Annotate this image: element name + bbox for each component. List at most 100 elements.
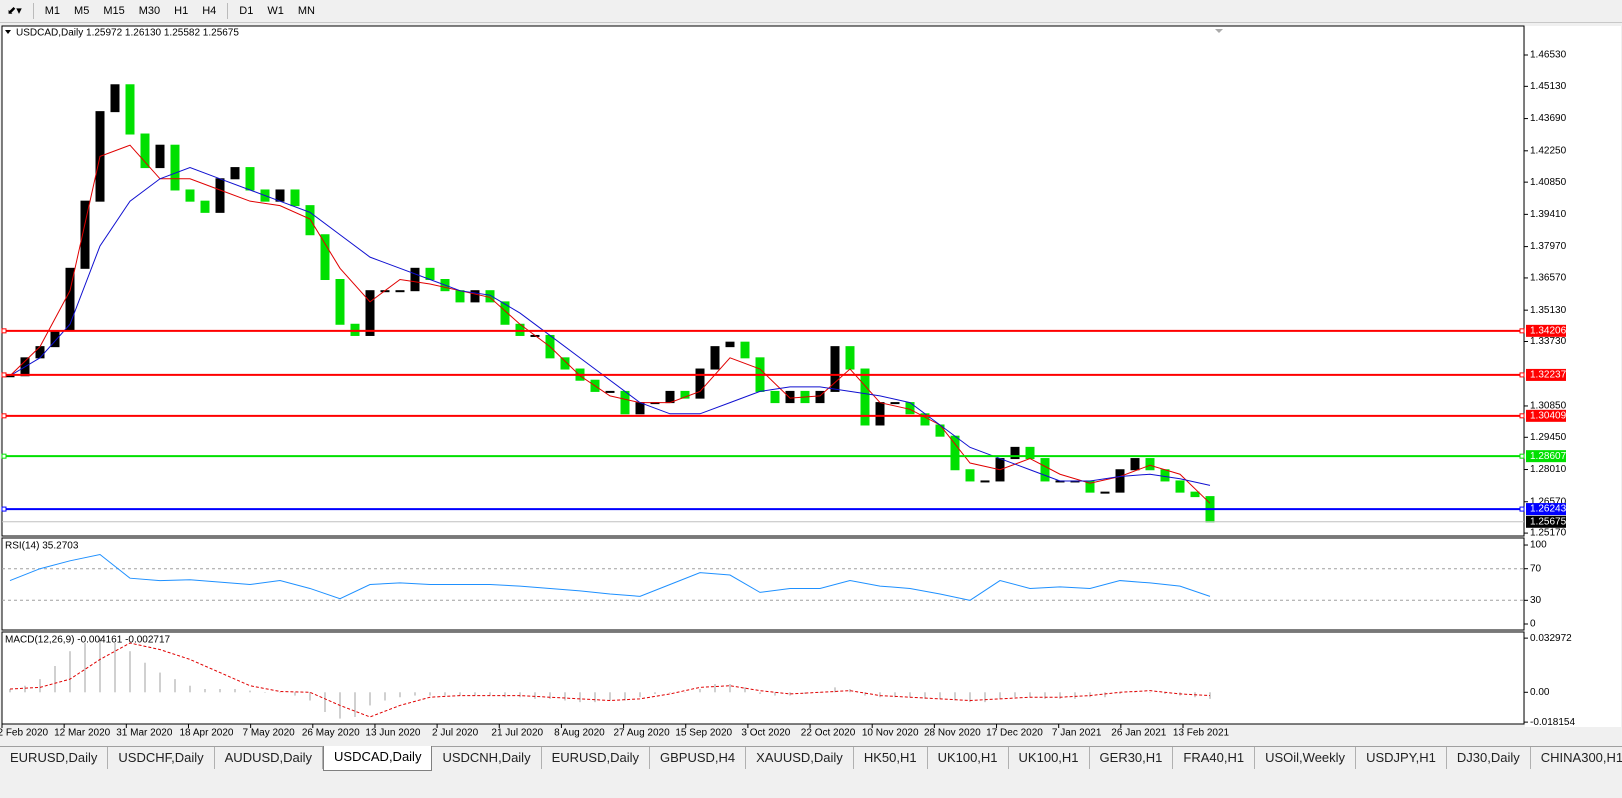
macd-bar bbox=[789, 692, 791, 696]
x-tick-label: 7 May 2020 bbox=[242, 728, 295, 739]
macd-bar bbox=[1134, 692, 1136, 693]
timeframe-button[interactable]: M30 bbox=[138, 5, 161, 17]
macd-bar bbox=[774, 692, 776, 696]
macd-bar bbox=[999, 692, 1001, 699]
level-label-box bbox=[1526, 324, 1566, 337]
macd-bar bbox=[954, 692, 956, 701]
candle-body bbox=[1130, 458, 1140, 471]
candle-body bbox=[200, 200, 210, 213]
candle-body bbox=[35, 346, 45, 359]
chart-tab[interactable]: XAUUSD,Daily bbox=[746, 747, 854, 769]
tab-bar: EURUSD,Daily USDCHF,Daily AUDUSD,Daily USDC… bbox=[0, 746, 1622, 771]
macd-bar bbox=[804, 692, 806, 694]
macd-bar bbox=[1029, 692, 1031, 698]
separator bbox=[227, 3, 229, 19]
macd-bar bbox=[594, 692, 596, 703]
x-tick-label: 22 Oct 2020 bbox=[801, 728, 856, 739]
level-handle bbox=[1, 453, 7, 459]
y-tick-label: 1.36570 bbox=[1530, 273, 1567, 284]
macd-bar bbox=[309, 692, 311, 701]
chart-tab[interactable]: FRA40,H1 bbox=[1173, 747, 1256, 769]
chart-tab[interactable]: DJ30,Daily bbox=[1447, 747, 1531, 769]
y-tick-label: 1.46530 bbox=[1530, 50, 1567, 61]
x-tick-label: 31 Mar 2020 bbox=[116, 728, 173, 739]
level-handle bbox=[1, 328, 7, 334]
y-tick-label: 30 bbox=[1530, 595, 1542, 606]
chart-tab[interactable]: HK50,H1 bbox=[854, 747, 928, 769]
macd-bar bbox=[534, 692, 536, 699]
macd-bar bbox=[189, 685, 191, 693]
candle-body bbox=[1100, 491, 1110, 494]
macd-bar bbox=[609, 692, 611, 701]
macd-bar bbox=[24, 685, 26, 693]
candle-body bbox=[1145, 458, 1155, 471]
macd-bar bbox=[1059, 692, 1061, 699]
macd-bar bbox=[39, 679, 41, 693]
tool-menu[interactable]: ⬋▾ bbox=[7, 5, 22, 17]
chart-tab[interactable]: UK100,H1 bbox=[928, 747, 1009, 769]
macd-bar bbox=[729, 684, 731, 693]
chart-tab[interactable]: GBPUSD,H4 bbox=[650, 747, 747, 769]
chart-tab[interactable]: USDCNH,Daily bbox=[432, 747, 542, 769]
chart-tab[interactable]: AUDUSD,Daily bbox=[215, 747, 324, 769]
candle-body bbox=[830, 346, 840, 392]
candle-body bbox=[215, 178, 225, 213]
macd-signal bbox=[9, 642, 1211, 718]
macd-bar bbox=[129, 651, 131, 693]
macd-bar bbox=[399, 692, 401, 698]
macd-bar bbox=[9, 689, 11, 693]
macd-bar bbox=[549, 692, 551, 699]
macd-bar bbox=[654, 692, 656, 694]
chart-tab[interactable]: USDCHF,Daily bbox=[108, 747, 215, 769]
chart-tab[interactable]: USDJPY,H1 bbox=[1356, 747, 1447, 769]
chart-tab[interactable]: CHINA300,H1 bbox=[1531, 747, 1622, 769]
candle-body bbox=[890, 402, 900, 405]
candle-body bbox=[155, 144, 165, 169]
timeframe-button[interactable]: M15 bbox=[103, 5, 125, 17]
last-price-box bbox=[1526, 515, 1566, 528]
chart-tab[interactable]: EURUSD,Daily bbox=[0, 747, 109, 769]
level-label: 1.34206 bbox=[1530, 325, 1567, 336]
pane-header: RSI(14) 35.2703 bbox=[5, 541, 79, 552]
x-tick-label: 26 Jan 2021 bbox=[1111, 728, 1166, 739]
macd-bar bbox=[159, 672, 161, 693]
chart-header: USDCAD,Daily 1.25972 1.26130 1.25582 1.2… bbox=[16, 28, 239, 39]
chart-tab[interactable]: UK100,H1 bbox=[1009, 747, 1090, 769]
x-tick-label: 13 Jun 2020 bbox=[365, 728, 420, 739]
y-tick-label: 1.29450 bbox=[1530, 432, 1567, 443]
timeframe-button[interactable]: MN bbox=[297, 5, 315, 17]
timeframe-button[interactable]: M5 bbox=[74, 5, 90, 17]
candle-body bbox=[185, 189, 195, 202]
level-label-box bbox=[1526, 450, 1566, 463]
candle-body bbox=[1040, 458, 1050, 482]
macd-bar bbox=[1089, 692, 1091, 698]
chart-tab[interactable]: USDCAD,Daily bbox=[323, 746, 433, 771]
candle-body bbox=[335, 279, 345, 325]
timeframe-button[interactable]: W1 bbox=[267, 5, 284, 17]
y-tick-label: 1.37970 bbox=[1530, 241, 1567, 252]
candle-body bbox=[1160, 469, 1170, 482]
macd-bar bbox=[744, 687, 746, 693]
macd-bar bbox=[759, 692, 761, 694]
candle-body bbox=[245, 167, 255, 191]
candle-body bbox=[410, 267, 420, 292]
toolbar: ⬋▾ M1 M5 M15 M30 H1 H4 D1 W1 MN bbox=[0, 0, 1622, 23]
macd-bar bbox=[969, 692, 971, 703]
moving-average bbox=[9, 167, 1211, 486]
macd-bar bbox=[489, 692, 491, 696]
chart-tab[interactable]: USOil,Weekly bbox=[1255, 747, 1357, 769]
candle-body bbox=[1175, 480, 1185, 493]
candle-body bbox=[455, 290, 465, 303]
chart-tab[interactable]: EURUSD,Daily bbox=[542, 747, 650, 769]
chart-tab[interactable]: GER30,H1 bbox=[1090, 747, 1174, 769]
timeframe-button[interactable]: H4 bbox=[202, 5, 217, 17]
candle-body bbox=[80, 200, 90, 269]
macd-bar bbox=[1119, 692, 1121, 694]
timeframe-button[interactable]: D1 bbox=[239, 5, 254, 17]
macd-bar bbox=[504, 692, 506, 698]
timeframe-button[interactable]: M1 bbox=[44, 5, 61, 17]
pane-frame bbox=[1, 25, 1525, 537]
x-tick-label: 17 Dec 2020 bbox=[986, 728, 1043, 739]
candle-body bbox=[290, 189, 300, 207]
timeframe-button[interactable]: H1 bbox=[174, 5, 189, 17]
